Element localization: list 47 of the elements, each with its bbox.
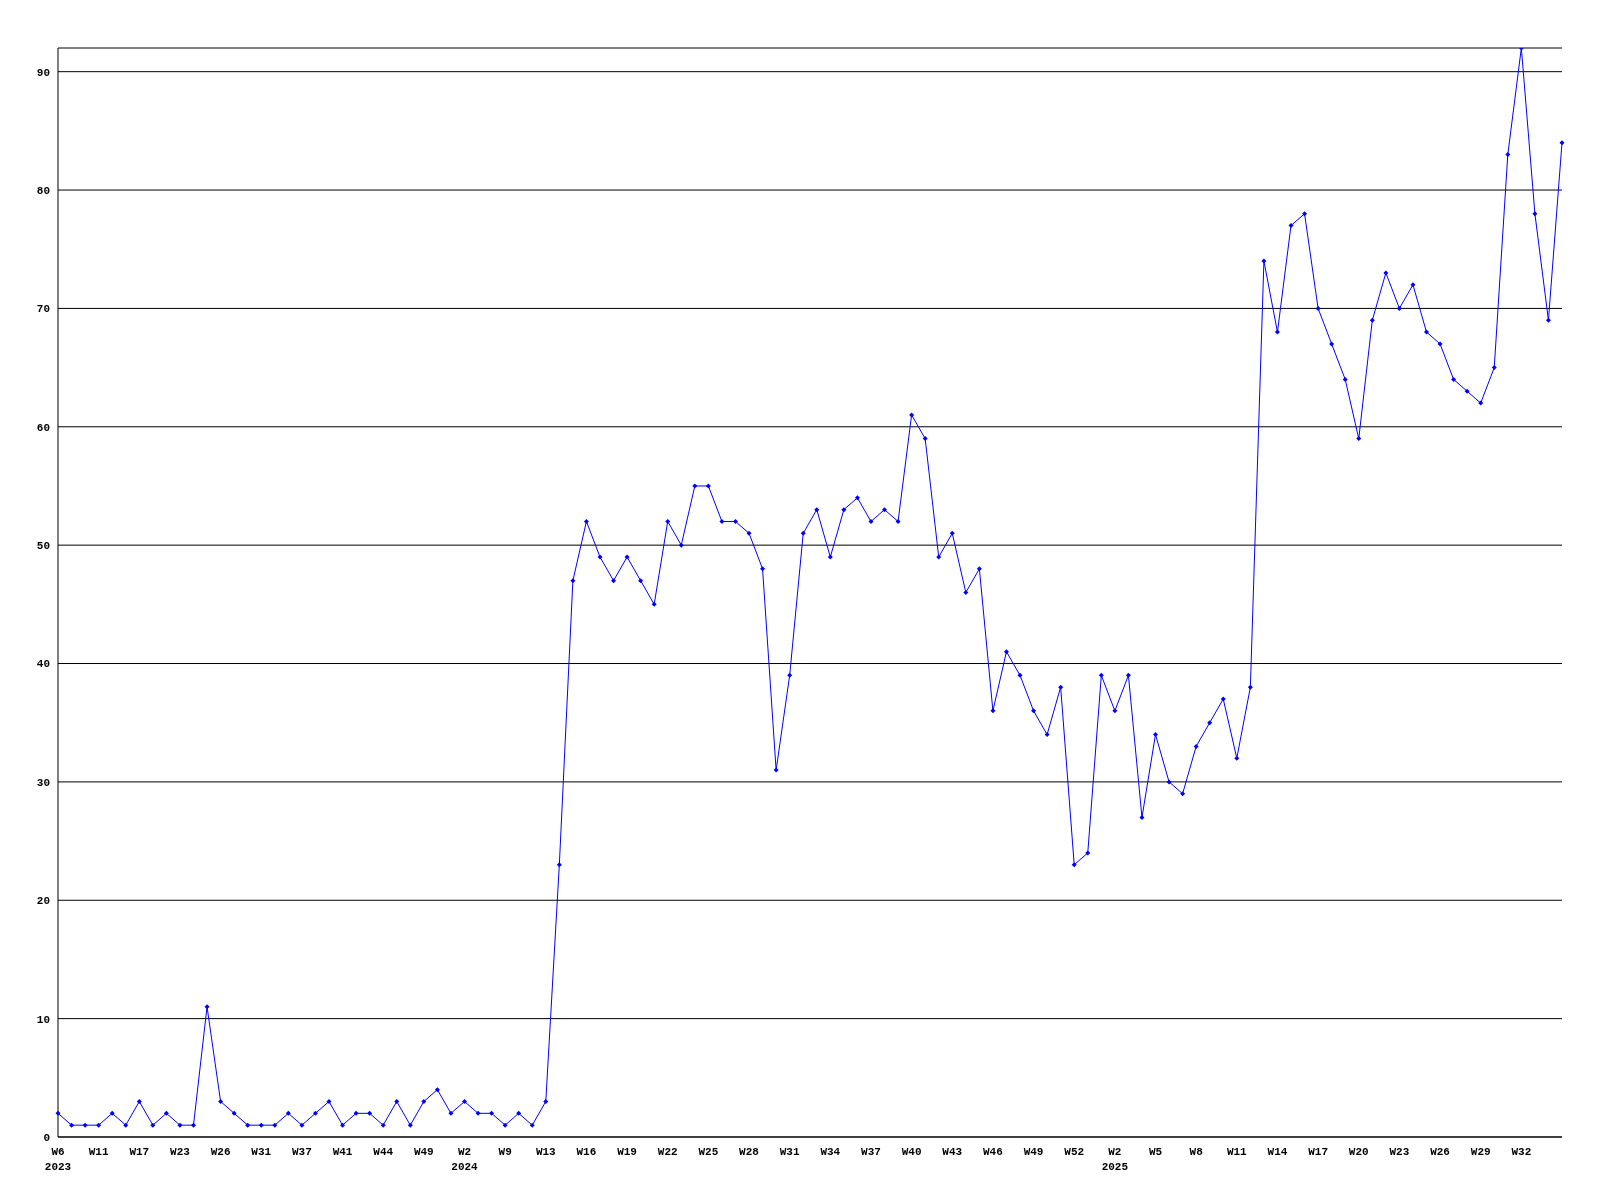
x-tick-label: W44 <box>373 1146 394 1158</box>
x-tick-label: W34 <box>820 1146 841 1158</box>
x-tick-label: W32 <box>1511 1146 1532 1158</box>
x-tick-label: W37 <box>861 1146 881 1158</box>
y-tick-label: 60 <box>36 421 50 434</box>
y-tick-label: 20 <box>36 895 50 908</box>
x-tick-label: W26 <box>210 1146 231 1158</box>
y-tick-label: 0 <box>43 1131 50 1144</box>
x-tick-label: W17 <box>1308 1146 1329 1158</box>
x-tick-label: W9 <box>498 1146 512 1158</box>
x-tick-label: W31 <box>779 1146 800 1158</box>
x-tick-label: W16 <box>576 1146 597 1158</box>
x-tick-label: W25 <box>698 1146 719 1158</box>
x-tick-label: W20 <box>1348 1146 1369 1158</box>
x-tick-label: W14 <box>1267 1146 1288 1158</box>
x-tick-label: W49 <box>413 1146 434 1158</box>
y-tick-label: 10 <box>36 1013 50 1026</box>
x-tick-label: W11 <box>1226 1146 1248 1158</box>
x-tick-label: W43 <box>942 1146 963 1158</box>
x-tick-label: W13 <box>535 1146 557 1158</box>
x-tick-label: W26 <box>1430 1146 1450 1158</box>
x-tick-label: W41 <box>332 1146 353 1158</box>
y-tick-label: 30 <box>36 776 50 789</box>
x-tick-label: W52 <box>1064 1146 1085 1158</box>
y-tick-label: 80 <box>36 184 50 197</box>
x-tick-label: W2 2025 <box>1101 1146 1129 1173</box>
x-tick-label: W37 <box>291 1146 312 1158</box>
y-tick-label: 40 <box>36 658 50 671</box>
x-tick-label: W29 <box>1470 1146 1491 1158</box>
x-tick-label: W2 2024 <box>451 1146 479 1173</box>
x-tick-label: W17 <box>129 1146 150 1158</box>
x-tick-label: W28 <box>739 1146 760 1158</box>
x-tick-label: W40 <box>901 1146 922 1158</box>
x-tick-label: W11 <box>88 1146 109 1158</box>
x-tick-label: W23 <box>170 1146 191 1158</box>
y-tick-label: 70 <box>36 303 50 316</box>
x-tick-label: W19 <box>617 1146 637 1158</box>
x-tick-label: W23 <box>1389 1146 1410 1158</box>
x-tick-label: W5 <box>1148 1146 1163 1158</box>
x-tick-label: W31 <box>251 1146 272 1158</box>
y-tick-label: 90 <box>36 66 50 79</box>
x-tick-label: W46 <box>983 1146 1003 1158</box>
x-tick-label: W8 <box>1189 1146 1204 1158</box>
y-tick-label: 50 <box>36 540 50 553</box>
x-tick-label: W6 2023 <box>44 1146 72 1173</box>
x-tick-label: W49 <box>1023 1146 1044 1158</box>
x-tick-label: W22 <box>657 1146 678 1158</box>
